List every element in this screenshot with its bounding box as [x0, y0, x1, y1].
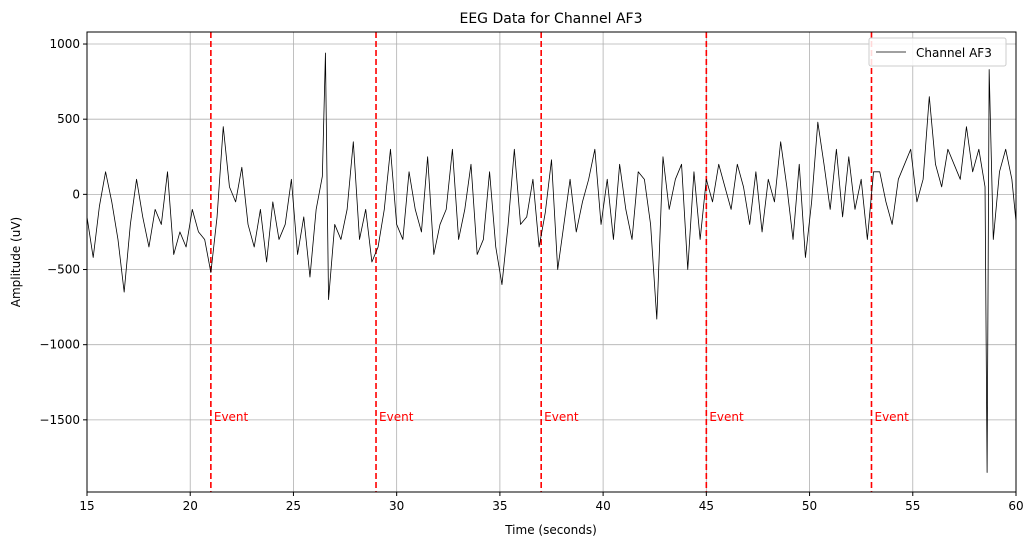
y-axis-label: Amplitude (uV) [9, 217, 23, 308]
x-tick-label: 55 [905, 499, 920, 513]
event-label: Event [379, 410, 414, 424]
y-tick-label: −1000 [39, 338, 80, 352]
legend: Channel AF3 [868, 37, 1007, 67]
y-tick-label: −500 [47, 263, 80, 277]
plot-frame [86, 31, 1017, 493]
event-layer: Event Event Event Event Event [210, 32, 909, 492]
event-label: Event [709, 410, 744, 424]
y-tick-label: 0 [72, 187, 80, 201]
legend-box [868, 37, 1007, 67]
event-label: Event [874, 410, 909, 424]
y-tick-label: 1000 [49, 37, 80, 51]
axes-layer: 15 20 25 30 35 40 45 50 55 60 −1500 −1000 −500 0 500 10… [39, 31, 1024, 513]
x-tick-label: 45 [699, 499, 714, 513]
x-tick-label: 20 [183, 499, 198, 513]
x-tick-label: 50 [802, 499, 817, 513]
x-tick-label: 25 [286, 499, 301, 513]
y-tick-label: −1500 [39, 413, 80, 427]
x-tick-label: 15 [79, 499, 94, 513]
chart-title: EEG Data for Channel AF3 [459, 11, 642, 27]
series-line [86, 52, 1017, 473]
event-label: Event [544, 410, 579, 424]
x-axis-label: Time (seconds) [504, 523, 597, 537]
x-tick-label: 60 [1008, 499, 1023, 513]
x-tick-label: 35 [492, 499, 507, 513]
grid-layer [86, 32, 1017, 492]
series-layer [86, 52, 1017, 473]
x-tick-label: 30 [389, 499, 404, 513]
legend-label: Channel AF3 [916, 46, 992, 60]
x-tick-label: 40 [595, 499, 610, 513]
event-label: Event [214, 410, 249, 424]
y-tick-label: 500 [57, 112, 80, 126]
